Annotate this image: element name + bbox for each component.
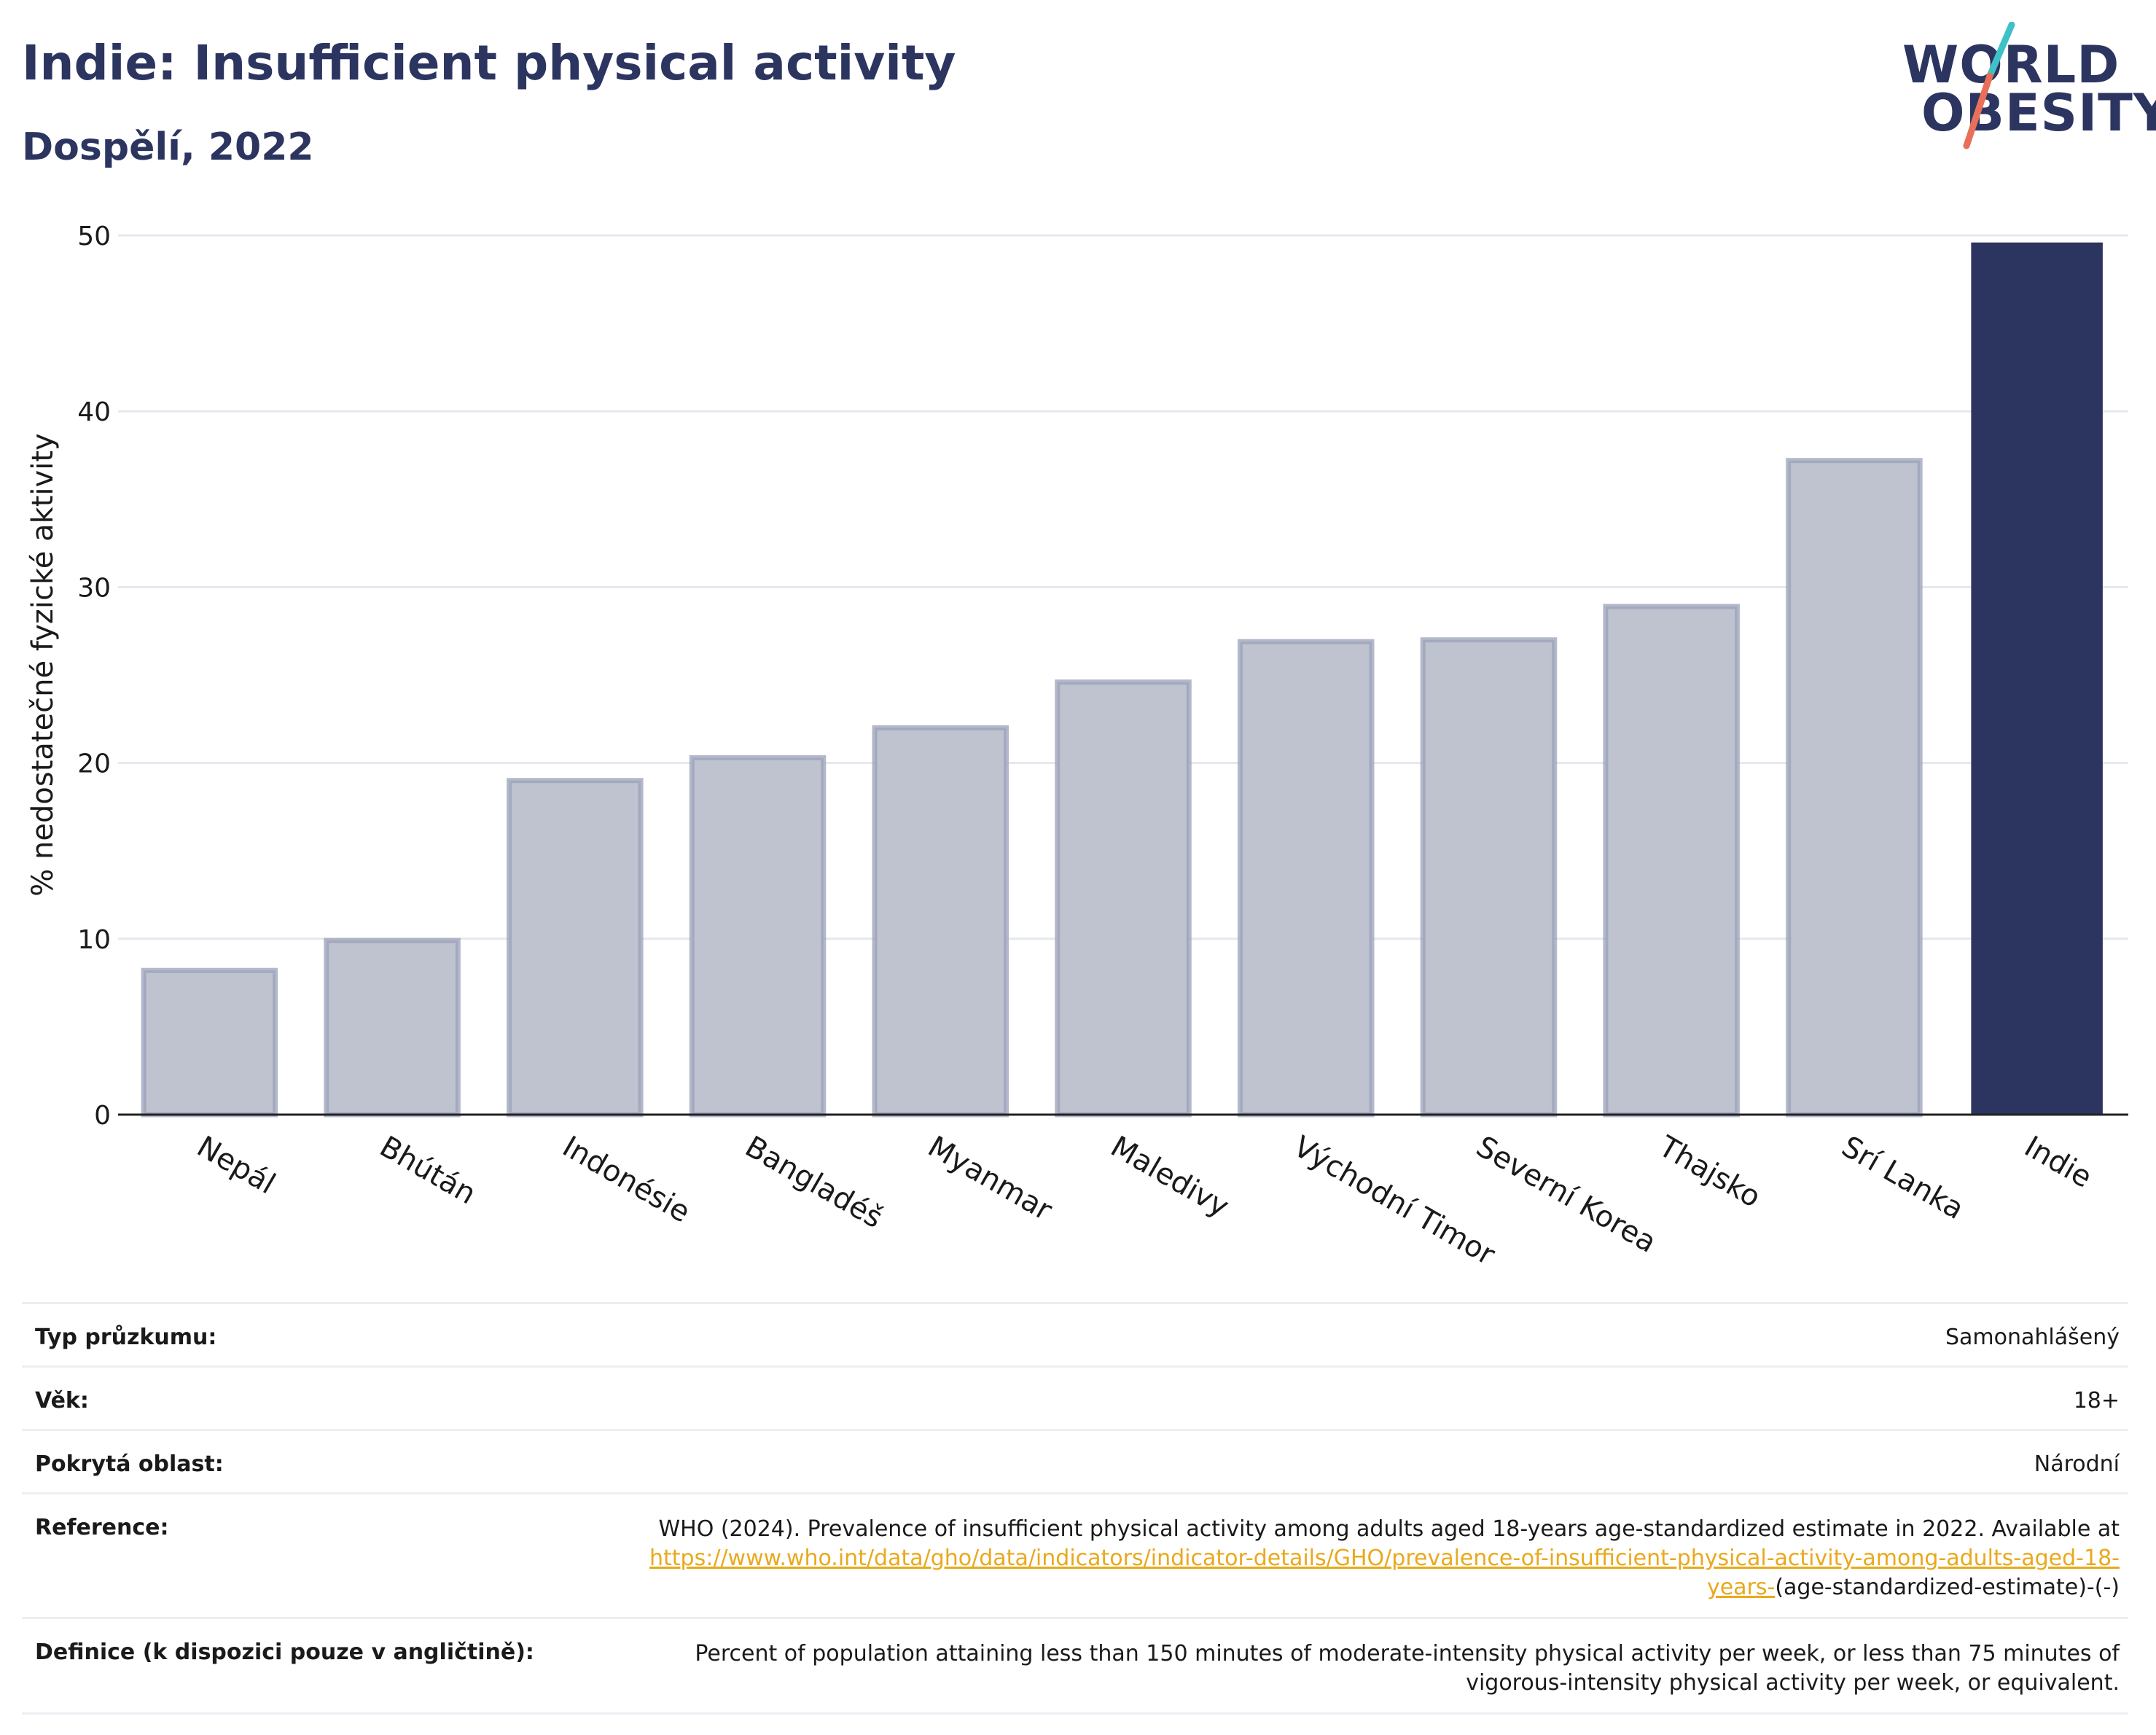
info-row-definition: Definice (k dispozici pouze v angličtině… [22, 1617, 2128, 1715]
bar-bangladéš [689, 755, 827, 1118]
reference-link[interactable]: https://www.who.int/data/gho/data/indica… [649, 1545, 2120, 1600]
y-tick-label: 50 [77, 222, 111, 252]
bars [141, 242, 2103, 1118]
info-value: Samonahlášený [1945, 1325, 2120, 1350]
logo-line-1: WORLD [1902, 35, 2120, 95]
x-tick-label: Bhútán [374, 1130, 481, 1212]
info-value: Národní [2034, 1451, 2120, 1477]
bar-indie [1971, 242, 2103, 1115]
x-tick-label: Indie [2019, 1130, 2098, 1195]
x-tick-label: Indonésie [557, 1130, 696, 1230]
y-tick-label: 0 [94, 1101, 111, 1131]
info-label: Věk: [35, 1388, 89, 1414]
y-tick-label: 20 [77, 749, 111, 779]
info-row-reference: Reference: WHO (2024). Prevalence of ins… [22, 1492, 2128, 1617]
reference-suffix: (age-standardized-estimate)-(-) [1775, 1575, 2120, 1600]
x-tick-label: Thajsko [1652, 1129, 1766, 1214]
info-table: Typ průzkumu: Samonahlášený Věk: 18+ Pok… [22, 1302, 2128, 1715]
bar-severní-korea [1420, 637, 1558, 1118]
x-tick-label: Myanmar [922, 1130, 1058, 1228]
bar-myanmar [872, 725, 1009, 1118]
bar-indonésie [507, 778, 644, 1118]
chart-subtitle: Dospělí, 2022 [22, 125, 314, 169]
logo-line-2: OBESITY [1921, 83, 2156, 143]
bar-nepál [141, 967, 278, 1118]
bar-bhútán [324, 937, 461, 1118]
bar-chart-svg: 0 10 20 30 40 50 Nepál Bhútán Indonésie Bangladéš… [26, 222, 2128, 1272]
info-row-age: Věk: 18+ [22, 1365, 2128, 1429]
world-obesity-logo: WORLD OBESITY [1902, 22, 2156, 153]
info-label: Definice (k dispozici pouze v angličtině… [35, 1640, 534, 1665]
bar-chart: 0 10 20 30 40 50 Nepál Bhútán Indonésie Bangladéš… [0, 182, 2156, 1279]
y-tick-label: 40 [77, 397, 111, 427]
info-label: Typ průzkumu: [35, 1325, 217, 1350]
reference-text: WHO (2024). Prevalence of insufficient p… [658, 1516, 2120, 1542]
info-value: 18+ [2073, 1388, 2120, 1414]
info-row-area: Pokrytá oblast: Národní [22, 1429, 2128, 1492]
x-tick-label: Maledivy [1105, 1130, 1235, 1224]
x-tick-label: Srí Lanka [1836, 1130, 1969, 1226]
bar-maledivy [1055, 679, 1192, 1118]
bar-thajsko [1603, 604, 1740, 1118]
x-tick-label: Bangladéš [740, 1130, 888, 1235]
y-tick-label: 10 [77, 925, 111, 955]
x-tick-label: Severní Korea [1470, 1130, 1662, 1260]
info-value: Percent of population attaining less tha… [695, 1641, 2120, 1696]
y-tick-label: 30 [77, 573, 111, 603]
info-row-survey-type: Typ průzkumu: Samonahlášený [22, 1302, 2128, 1365]
bar-srí-lanka [1786, 458, 1923, 1118]
chart-title: Indie: Insufficient physical activity [22, 35, 956, 91]
y-axis-label: % nedostatečné fyzické aktivity [26, 433, 60, 896]
info-value-reference: WHO (2024). Prevalence of insufficient p… [589, 1515, 2120, 1602]
logo-slash-icon [1963, 22, 2015, 149]
x-tick-label: Nepál [191, 1130, 281, 1201]
info-label: Reference: [35, 1515, 169, 1540]
bar-východní-timor [1237, 639, 1375, 1118]
info-label: Pokrytá oblast: [35, 1451, 224, 1477]
x-tick-label: Východní Timor [1288, 1130, 1501, 1272]
